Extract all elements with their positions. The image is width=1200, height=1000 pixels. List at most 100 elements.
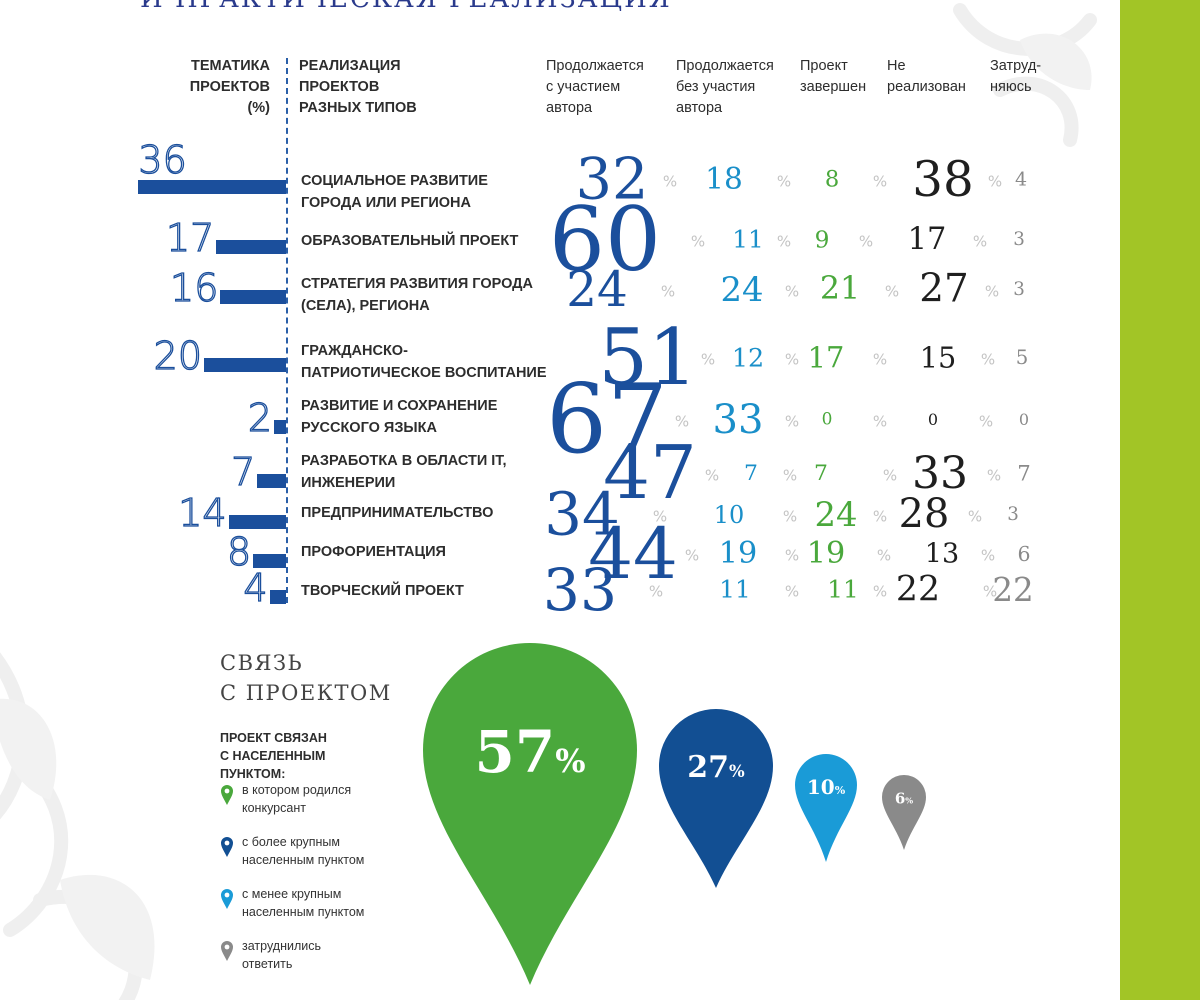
cell-value: 17 (907, 221, 947, 257)
cell-value: 33 (911, 447, 969, 499)
percent-sign: % (690, 232, 706, 251)
cell-value: 34 (544, 480, 620, 550)
percent-sign: % (982, 582, 998, 601)
drop-marker (659, 709, 773, 888)
column-header-line: Продолжается (546, 58, 644, 74)
cell-value: 4 (1014, 168, 1028, 191)
drop-percent-sign: % (729, 762, 745, 781)
green-side-band (1120, 0, 1200, 1000)
header-realization-line: РАЗНЫХ ТИПОВ (299, 100, 417, 116)
header-realization: РЕАЛИЗАЦИЯ ПРОЕКТОВ РАЗНЫХ ТИПОВ (299, 56, 449, 119)
header-themes-line: ПРОЕКТОВ (189, 79, 270, 95)
section-title: СВЯЗЬ С ПРОЕКТОМ (220, 648, 392, 708)
percent-sign: % (986, 466, 1002, 485)
cell-value: 3 (1013, 278, 1025, 300)
theme-percent: 16 (169, 265, 219, 310)
drop-value-label: 57% (474, 718, 586, 786)
row-label-line: ГОРОДА ИЛИ РЕГИОНА (301, 195, 471, 211)
cell-value: 67 (546, 363, 668, 476)
cell-value: 15 (919, 340, 957, 375)
header-themes: ТЕМАТИКА ПРОЕКТОВ (%) (150, 56, 270, 119)
cell-value: 44 (588, 512, 678, 595)
column-header-line: Затруд- (990, 58, 1042, 74)
cell-value: 24 (720, 270, 764, 310)
column-header-line: автора (676, 100, 723, 116)
cell-value: 5 (1015, 346, 1029, 370)
percent-sign: % (872, 172, 888, 191)
column-header-line: реализован (887, 79, 966, 95)
percent-sign: % (882, 466, 898, 485)
row-label: РАЗРАБОТКА В ОБЛАСТИ IT, ИНЖЕНЕРИИ (301, 450, 551, 494)
legend-heading: ПРОЕКТ СВЯЗАН С НАСЕЛЕННЫМ ПУНКТОМ: (220, 729, 390, 783)
cell-value: 60 (549, 188, 661, 291)
percent-sign: % (872, 507, 888, 526)
dashed-divider (286, 58, 288, 603)
theme-percent: 4 (243, 565, 268, 610)
row-label-line: ПРОФОРИЕНТАЦИЯ (301, 544, 446, 560)
row-label: РАЗВИТИЕ И СОХРАНЕНИЕ РУССКОГО ЯЗЫКА (301, 395, 551, 439)
row-label-line: ТВОРЧЕСКИЙ ПРОЕКТ (301, 583, 464, 599)
cell-value: 8 (824, 166, 840, 193)
cell-value: 33 (712, 396, 764, 443)
cell-value: 22 (895, 569, 941, 610)
theme-percent: 36 (138, 137, 188, 182)
cell-value: 38 (912, 151, 974, 208)
percent-sign: % (876, 546, 892, 565)
percent-sign: % (776, 172, 792, 191)
cell-value: 21 (819, 271, 861, 308)
header-themes-line: ТЕМАТИКА (191, 58, 270, 74)
drop-value-label: 27% (687, 750, 745, 785)
column-header-hard-to-say: Затруд- няюсь (990, 56, 1041, 98)
legend-label: в котором родился конкурсант (242, 783, 352, 815)
column-header-line: Не (887, 58, 906, 74)
percent-sign: % (980, 546, 996, 565)
drop-percent-sign: % (834, 784, 846, 797)
cell-value: 9 (814, 226, 830, 254)
drop-value-label: 10% (806, 775, 846, 799)
percent-sign: % (967, 507, 983, 526)
percent-sign: % (648, 582, 664, 601)
row-label: СОЦИАЛЬНОЕ РАЗВИТИЕ ГОРОДА ИЛИ РЕГИОНА (301, 170, 551, 214)
column-header-continues-with-author: Продолжается с участием автора (546, 56, 644, 119)
cell-value: 0 (821, 409, 833, 430)
cell-value: 24 (566, 261, 628, 318)
row-label-line: СОЦИАЛЬНОЕ РАЗВИТИЕ (301, 173, 488, 189)
cell-value: 47 (603, 431, 697, 517)
column-header-line: без участия (676, 79, 756, 95)
cell-value: 11 (732, 224, 764, 254)
cell-value: 0 (1018, 410, 1030, 429)
row-label-line: ГРАЖДАНСКО- (301, 343, 408, 359)
percent-sign: % (984, 282, 1000, 301)
cell-value: 19 (806, 535, 846, 571)
row-label-line: РАЗВИТИЕ И СОХРАНЕНИЕ (301, 398, 498, 414)
row-label: ПРОФОРИЕНТАЦИЯ (301, 541, 551, 563)
theme-bar (253, 554, 286, 568)
row-label: ГРАЖДАНСКО- ПАТРИОТИЧЕСКОЕ ВОСПИТАНИЕ (301, 340, 551, 384)
percent-sign: % (652, 507, 668, 526)
cell-value: 51 (598, 312, 698, 403)
column-header-line: автора (546, 100, 593, 116)
percent-sign: % (704, 466, 720, 485)
cell-value: 33 (542, 555, 618, 624)
theme-bar (228, 515, 286, 529)
percent-sign: % (784, 582, 800, 601)
map-pin-icon (221, 785, 233, 805)
drop-value-label: 6% (894, 789, 914, 808)
percent-sign: % (776, 232, 792, 251)
row-label: ПРЕДПРИНИМАТЕЛЬСТВО (301, 502, 551, 524)
drop-percent-sign: % (555, 742, 586, 780)
section-title-line: СВЯЗЬ (220, 651, 304, 675)
percent-sign: % (700, 350, 716, 369)
header-realization-line: ПРОЕКТОВ (299, 79, 380, 95)
legend-label: с более крупным населенным пунктом (242, 835, 365, 867)
cell-value: 3 (1013, 228, 1025, 250)
map-pin-icon (221, 837, 233, 857)
row-label: СТРАТЕГИЯ РАЗВИТИЯ ГОРОДА (СЕЛА), РЕГИОНА (301, 273, 551, 317)
percent-sign: % (980, 350, 996, 369)
percent-sign: % (684, 546, 700, 565)
cell-value: 27 (919, 266, 969, 312)
row-label-line: ИНЖЕНЕРИИ (301, 475, 396, 491)
theme-percent: 7 (230, 449, 256, 494)
